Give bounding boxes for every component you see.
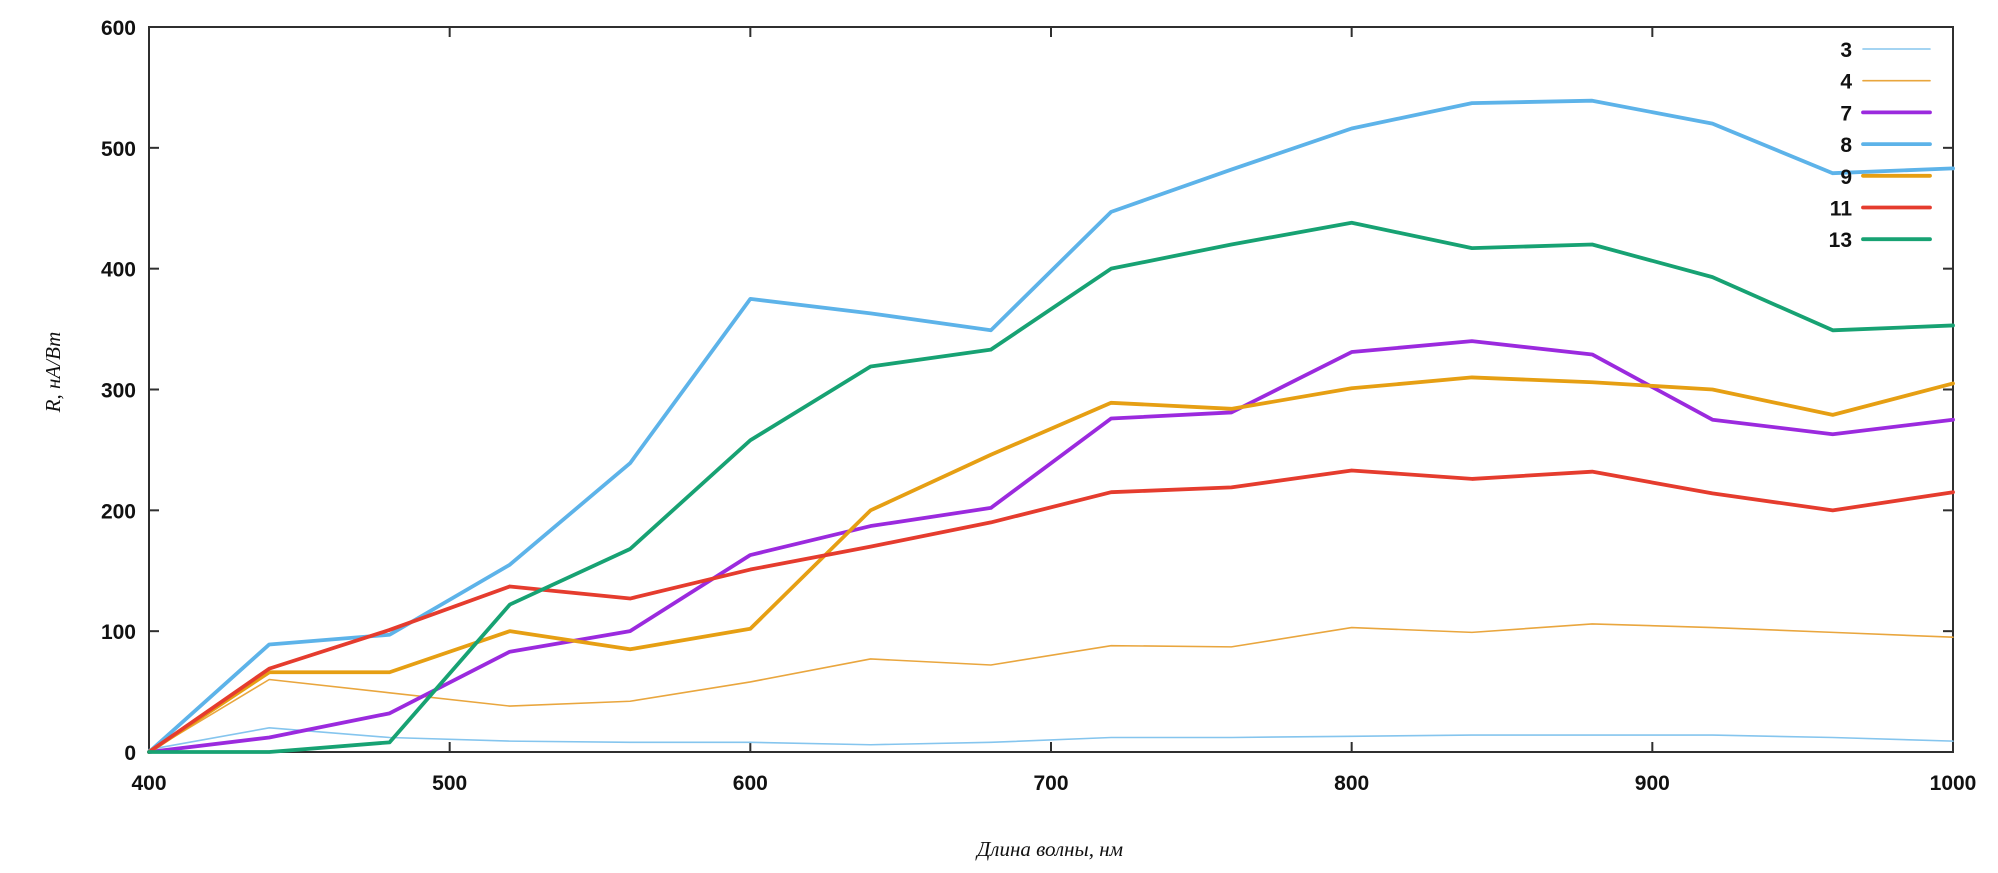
series-line-4 bbox=[148, 623, 1954, 753]
x-tick-label: 500 bbox=[432, 772, 467, 795]
legend-label-4: 4 bbox=[1840, 71, 1852, 94]
legend-label-11: 11 bbox=[1830, 198, 1853, 221]
legend-item-4: 4 bbox=[1840, 71, 1931, 94]
y-tick-label: 400 bbox=[101, 259, 136, 282]
y-tick-label: 0 bbox=[124, 742, 136, 765]
x-tick-label: 1000 bbox=[1930, 772, 1977, 795]
legend-item-11: 11 bbox=[1830, 198, 1932, 221]
x-tick-label: 800 bbox=[1334, 772, 1369, 795]
y-axis-title: R, нА/Вт bbox=[41, 332, 65, 414]
legend-label-3: 3 bbox=[1840, 39, 1852, 62]
legend-label-9: 9 bbox=[1840, 166, 1852, 189]
y-tick-label: 200 bbox=[101, 500, 136, 523]
legend-label-13: 13 bbox=[1829, 229, 1852, 252]
legend-item-9: 9 bbox=[1840, 166, 1932, 189]
series-line-8 bbox=[147, 98, 1955, 754]
x-axis-title: Длина волны, нм bbox=[975, 837, 1123, 861]
legend: 3 4 7 8 9 11 13 bbox=[1829, 39, 1932, 252]
x-tick-label: 400 bbox=[131, 772, 166, 795]
legend-item-13: 13 bbox=[1829, 229, 1932, 252]
series-line-3 bbox=[148, 727, 1954, 751]
legend-item-8: 8 bbox=[1840, 134, 1932, 157]
legend-label-7: 7 bbox=[1840, 102, 1852, 125]
x-tick-label: 900 bbox=[1635, 772, 1670, 795]
x-tick-label: 600 bbox=[733, 772, 768, 795]
y-tick-label: 100 bbox=[101, 621, 136, 644]
y-tick-label: 500 bbox=[101, 138, 136, 161]
y-tick-label: 300 bbox=[101, 380, 136, 403]
data-series-lines bbox=[147, 98, 1955, 754]
series-line-11 bbox=[147, 468, 1955, 754]
axis-ticks: 400 500 600 700 800 900 1000 0 100 200 300 400 500 60… bbox=[101, 17, 1976, 795]
series-line-9 bbox=[147, 375, 1955, 754]
series-line-7 bbox=[147, 339, 1955, 754]
series-line-13 bbox=[147, 220, 1955, 754]
legend-item-3: 3 bbox=[1840, 39, 1931, 62]
x-tick-label: 700 bbox=[1033, 772, 1068, 795]
legend-label-8: 8 bbox=[1840, 134, 1852, 157]
legend-item-7: 7 bbox=[1840, 102, 1932, 125]
y-tick-label: 600 bbox=[101, 17, 136, 40]
